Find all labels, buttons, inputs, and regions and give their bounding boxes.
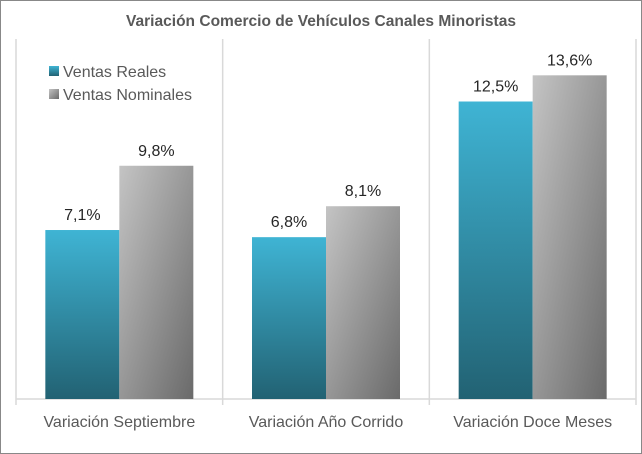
data-label: 12,5% bbox=[473, 79, 518, 96]
legend: Ventas Reales Ventas Nominales bbox=[49, 64, 192, 104]
bar-ventas-reales bbox=[45, 230, 120, 399]
x-tick-label: Variación Año Corrido bbox=[249, 414, 404, 431]
legend-label-ventas-nominales: Ventas Nominales bbox=[63, 87, 192, 104]
bar-ventas-nominales bbox=[532, 75, 607, 399]
legend-label-ventas-reales: Ventas Reales bbox=[63, 64, 166, 81]
x-tick-label: Variación Septiembre bbox=[43, 414, 195, 431]
data-label: 13,6% bbox=[547, 52, 592, 69]
legend-swatch-ventas-reales bbox=[49, 66, 59, 76]
data-label: 9,8% bbox=[138, 143, 174, 160]
bar-ventas-reales bbox=[252, 237, 326, 399]
data-label: 6,8% bbox=[271, 214, 307, 231]
chart-title: Variación Comercio de Vehículos Canales … bbox=[126, 13, 516, 30]
bar-ventas-nominales bbox=[119, 165, 194, 399]
legend-swatch-ventas-nominales bbox=[49, 89, 59, 99]
data-label: 8,1% bbox=[345, 183, 381, 200]
bar-ventas-reales bbox=[458, 101, 533, 399]
data-label: 7,1% bbox=[64, 207, 100, 224]
x-tick-label: Variación Doce Meses bbox=[453, 414, 612, 431]
bar-ventas-nominales bbox=[326, 206, 400, 399]
